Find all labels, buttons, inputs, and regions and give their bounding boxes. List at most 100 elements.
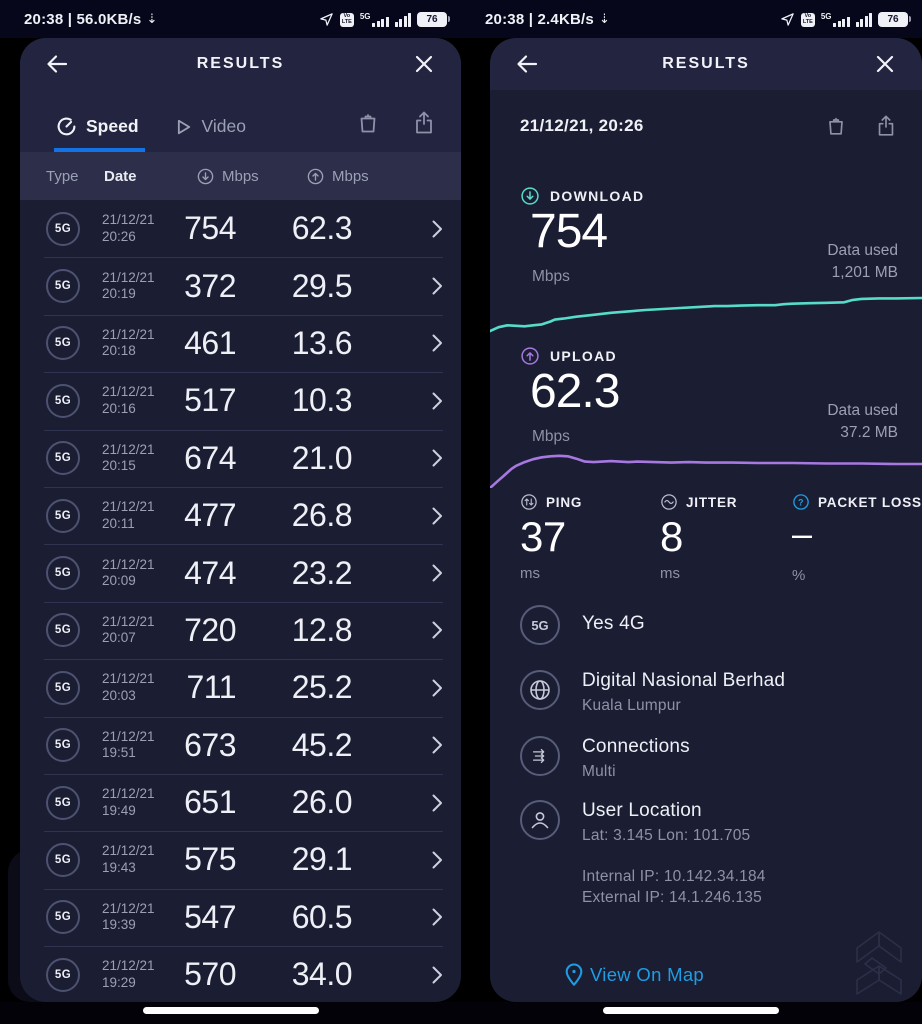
battery-icon: 76	[417, 11, 450, 27]
network-type-badge: 5G	[46, 556, 80, 591]
result-date-time: 21/12/21 20:16	[102, 384, 155, 416]
bottom-bar	[0, 1002, 922, 1024]
home-indicator[interactable]	[603, 1007, 779, 1014]
upload-speed-graph	[490, 454, 922, 488]
volte-icon: Vo LTE	[339, 12, 354, 27]
status-time-speed-left: 20:38 | 56.0KB/s ⇣	[24, 10, 158, 28]
close-button[interactable]	[411, 51, 437, 77]
packet-loss-help-icon[interactable]: ?	[792, 493, 810, 511]
chevron-right-icon	[431, 391, 443, 411]
result-row[interactable]: 5G 21/12/21 19:51 673 45.2	[20, 716, 461, 774]
result-date-time: 21/12/21 20:15	[102, 441, 155, 474]
result-row[interactable]: 5G 21/12/21 20:18 461 13.6	[20, 314, 461, 372]
result-date-time: 21/12/21 20:18	[102, 326, 155, 359]
watermark-logo	[850, 928, 908, 1000]
result-row[interactable]: 5G 21/12/21 20:11 477 26.8	[20, 486, 461, 544]
share-result-button[interactable]	[874, 114, 898, 138]
column-date[interactable]: Date	[104, 167, 137, 185]
packet-loss-value: –	[792, 513, 812, 554]
globe-icon	[520, 670, 560, 710]
result-date-time: 21/12/21 19:43	[102, 843, 155, 875]
download-mbps-value: 517	[184, 382, 236, 419]
result-row[interactable]: 5G 21/12/21 19:39 547 60.5	[20, 888, 461, 946]
result-date-time: 21/12/21 20:03	[102, 671, 155, 703]
person-icon	[520, 800, 560, 840]
upload-mbps-value: 12.8	[291, 611, 353, 648]
tab-video[interactable]: Video	[173, 116, 246, 152]
isp-info-item: Digital Nasional Berhad Kuala Lumpur	[520, 670, 785, 715]
download-mbps-value: 575	[184, 841, 236, 878]
download-mbps-value: 720	[184, 611, 236, 648]
network-5g-badge: 5G	[520, 605, 560, 645]
chevron-right-icon	[431, 907, 443, 927]
status-icons-right: Vo LTE 5G 76	[780, 11, 911, 27]
chevron-right-icon	[431, 506, 443, 526]
result-row[interactable]: 5G 21/12/21 19:43 575 29.1	[20, 831, 461, 888]
upload-mbps-value: 23.2	[291, 554, 353, 591]
chevron-right-icon	[431, 850, 443, 870]
result-row[interactable]: 5G 21/12/21 20:16 517 10.3	[20, 372, 461, 429]
back-button[interactable]	[514, 51, 540, 77]
view-on-map-button[interactable]: View On Map	[562, 962, 704, 988]
result-date-time: 21/12/21 19:29	[102, 958, 155, 990]
connections-label: Connections	[582, 736, 690, 757]
result-row[interactable]: 5G 21/12/21 19:29 570 34.0	[20, 946, 461, 1002]
download-data-used: Data used 1,201 MB	[827, 242, 898, 281]
upload-mbps-value: 21.0	[291, 439, 353, 476]
network-type-badge: 5G	[46, 785, 80, 820]
result-row[interactable]: 5G 21/12/21 20:26 754 62.3	[20, 200, 461, 257]
speedometer-icon	[56, 116, 77, 137]
view-on-map-label: View On Map	[590, 964, 705, 985]
delete-result-button[interactable]	[824, 114, 848, 138]
result-timestamp: 21/12/21, 20:26	[520, 116, 644, 135]
network-type-badge: 5G	[46, 900, 80, 935]
result-row[interactable]: 5G 21/12/21 20:09 474 23.2	[20, 544, 461, 601]
column-upload[interactable]: Mbps	[306, 167, 369, 186]
user-location-label: User Location	[582, 800, 702, 821]
download-mbps-value: 477	[184, 497, 236, 534]
upload-unit: Mbps	[532, 428, 570, 445]
back-button[interactable]	[44, 51, 70, 77]
result-row[interactable]: 5G 21/12/21 20:19 372 29.5	[20, 257, 461, 314]
upload-mbps-value: 26.0	[291, 784, 353, 821]
tab-speed-label: Speed	[86, 116, 139, 136]
location-arrow-icon	[780, 12, 795, 27]
svg-text:?: ?	[798, 497, 804, 507]
connections-info-item: Connections Multi	[520, 736, 690, 781]
multi-connections-icon	[520, 736, 560, 776]
circled-down-arrow-icon	[520, 186, 540, 206]
download-mbps-value: 651	[184, 784, 236, 821]
home-indicator[interactable]	[143, 1007, 319, 1014]
ping-value: 37	[520, 513, 566, 560]
result-row[interactable]: 5G 21/12/21 20:07 720 12.8	[20, 601, 461, 659]
network-type-badge: 5G	[46, 670, 80, 705]
result-row[interactable]: 5G 21/12/21 20:03 711 25.2	[20, 659, 461, 716]
tab-speed[interactable]: Speed	[54, 116, 145, 152]
download-indicator-icon: ⇣	[598, 11, 611, 26]
results-tabbar: Speed Video	[20, 90, 461, 152]
signal-5g-icon: 5G	[360, 12, 389, 27]
download-mbps-value: 674	[184, 439, 236, 476]
result-row[interactable]: 5G 21/12/21 20:15 674 21.0	[20, 429, 461, 487]
chevron-right-icon	[431, 678, 443, 698]
result-date-time: 21/12/21 19:51	[102, 728, 155, 761]
internal-ip: Internal IP: 10.142.34.184	[582, 868, 766, 885]
download-section-label: DOWNLOAD	[520, 186, 644, 206]
signal-5g-icon: 5G	[821, 12, 850, 27]
external-ip: External IP: 14.1.246.135	[582, 889, 762, 906]
close-button[interactable]	[872, 51, 898, 77]
network-type-badge: 5G	[46, 383, 80, 418]
column-download[interactable]: Mbps	[196, 167, 302, 186]
share-results-button[interactable]	[411, 110, 437, 136]
upload-mbps-value: 26.8	[291, 497, 353, 534]
network-type-badge: 5G	[46, 842, 80, 877]
download-unit: Mbps	[532, 268, 570, 285]
delete-results-button[interactable]	[355, 110, 381, 136]
status-bar-left: 20:38 | 56.0KB/s ⇣ Vo LTE 5G 76	[0, 0, 461, 38]
result-row[interactable]: 5G 21/12/21 19:49 651 26.0	[20, 773, 461, 831]
packet-loss-metric: ? PACKET LOSS – %	[792, 493, 922, 584]
signal-bars-icon	[855, 12, 872, 27]
upload-mbps-value: 62.3	[291, 210, 353, 247]
chevron-right-icon	[431, 620, 443, 640]
ping-unit: ms	[520, 565, 540, 582]
